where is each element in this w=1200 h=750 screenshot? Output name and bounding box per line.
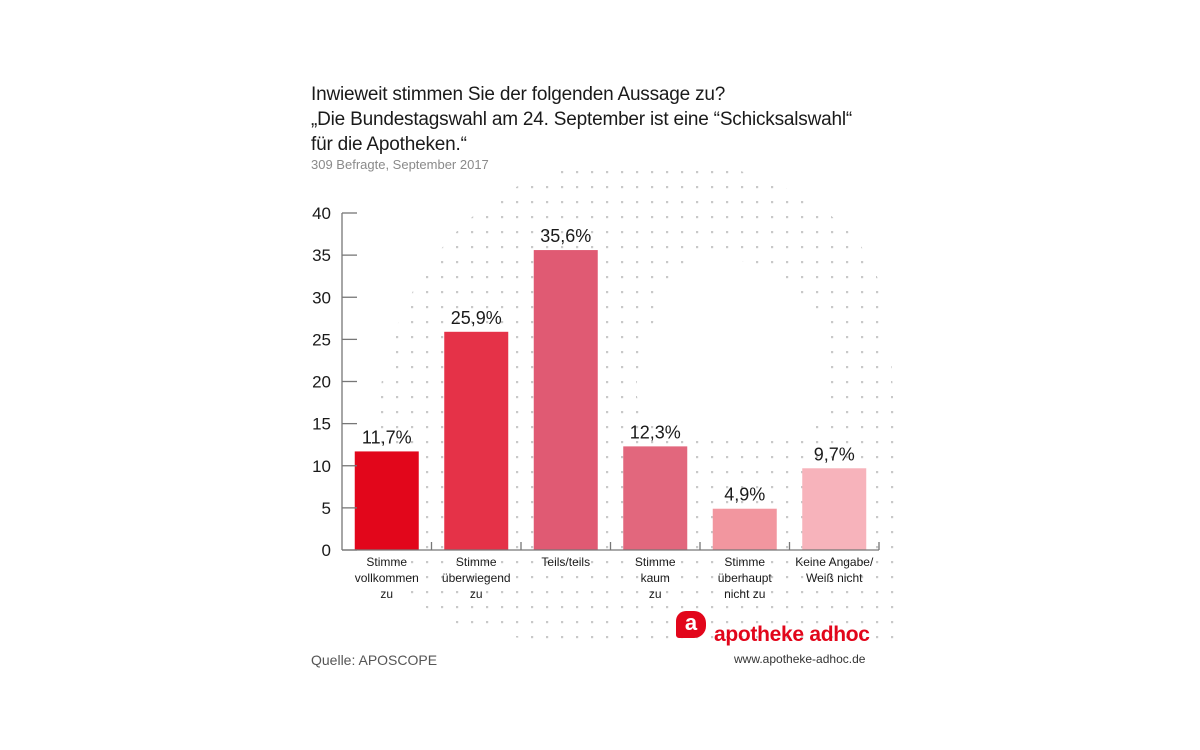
y-tick-label: 15 (312, 415, 331, 434)
bar (712, 508, 777, 550)
x-tick-label: nicht zu (724, 587, 765, 601)
bar (802, 468, 867, 550)
y-tick-label: 30 (312, 288, 331, 307)
bar-value-label: 11,7% (362, 427, 412, 447)
x-tick-label: überwiegend (442, 571, 511, 585)
x-tick-label: Stimme (724, 555, 765, 569)
x-tick-label: Stimme (366, 555, 407, 569)
x-tick-label: überhaupt (718, 571, 773, 585)
brand-a-icon: a (676, 611, 706, 638)
x-tick-label: Keine Angabe/ (795, 555, 874, 569)
x-tick-label: zu (470, 587, 483, 601)
y-tick-label: 40 (312, 204, 331, 223)
bar-value-label: 4,9% (724, 485, 765, 505)
y-tick-label: 35 (312, 246, 331, 265)
bar (533, 250, 598, 550)
bar-value-label: 9,7% (814, 444, 855, 464)
y-tick-label: 25 (312, 330, 331, 349)
x-tick-label: zu (380, 587, 393, 601)
brand-url[interactable]: www.apotheke-adhoc.de (734, 652, 866, 666)
source-label: Quelle: APOSCOPE (311, 652, 438, 668)
bar-value-label: 35,6% (540, 226, 591, 246)
bar (623, 446, 688, 550)
x-tick-label: Weiß nicht (806, 571, 863, 585)
bar-value-label: 25,9% (451, 308, 502, 328)
bar (354, 451, 419, 550)
y-tick-label: 0 (322, 541, 331, 560)
x-tick-label: Teils/teils (541, 555, 590, 569)
x-tick-label: zu (649, 587, 662, 601)
brand-logo[interactable]: a apotheke adhoc www.apotheke-adhoc.de (676, 609, 886, 669)
x-tick-label: Stimme (635, 555, 676, 569)
y-tick-label: 20 (312, 373, 331, 392)
x-tick-label: kaum (641, 571, 670, 585)
bar (444, 331, 509, 550)
brand-name: apotheke adhoc (714, 623, 870, 646)
x-tick-label: vollkommen (355, 571, 419, 585)
y-tick-label: 5 (322, 499, 331, 518)
bar-value-label: 12,3% (630, 422, 681, 442)
y-tick-label: 10 (312, 457, 331, 476)
x-tick-label: Stimme (456, 555, 497, 569)
